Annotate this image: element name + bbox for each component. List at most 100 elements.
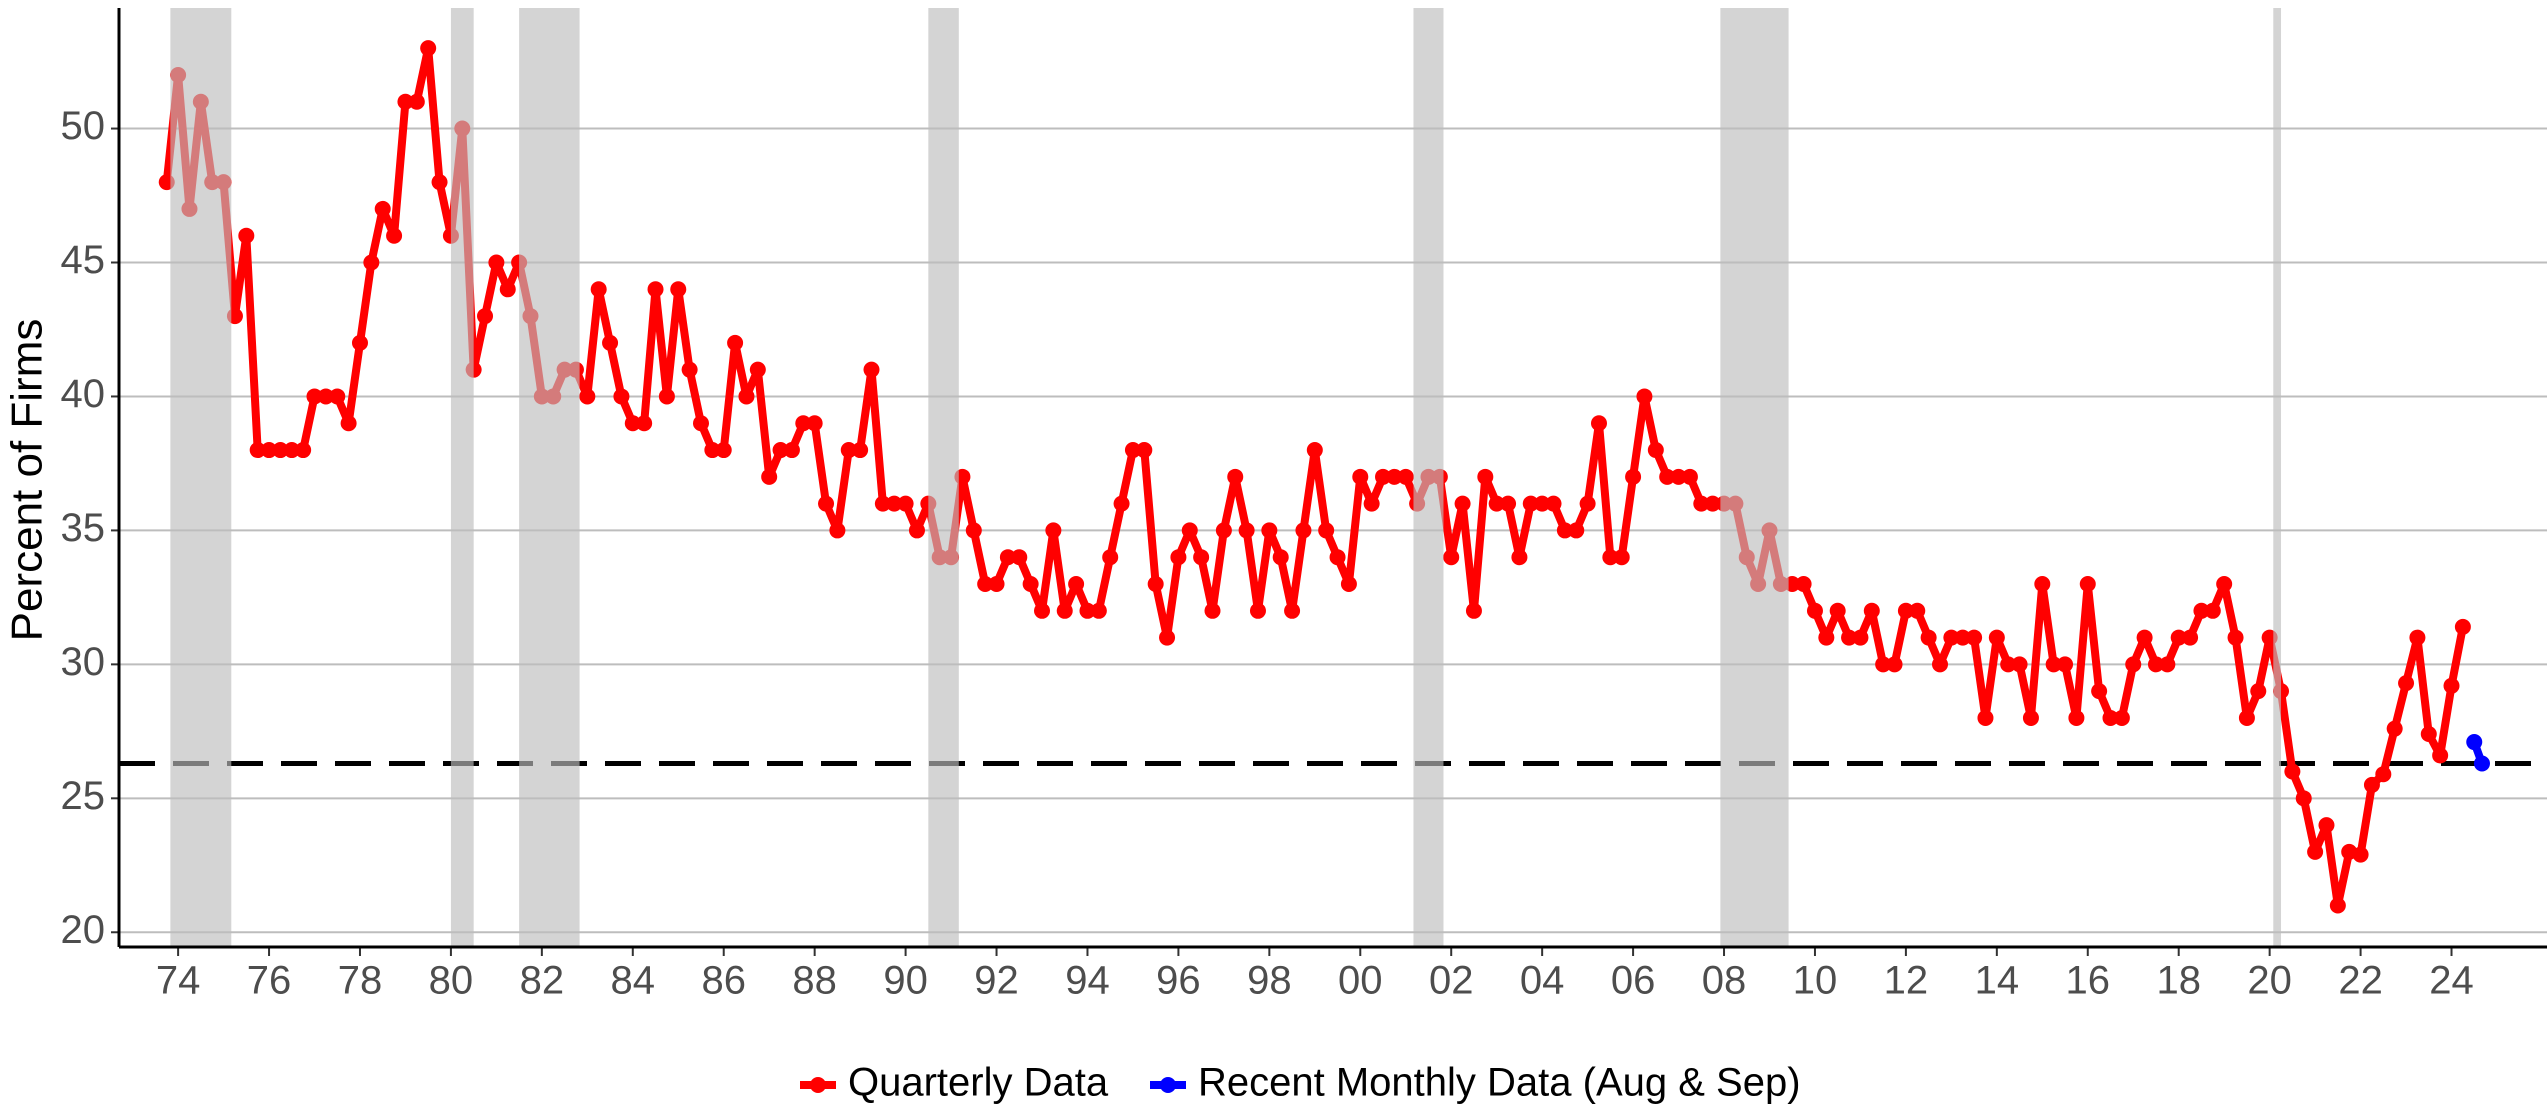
data-point — [1568, 522, 1585, 539]
data-point — [681, 361, 698, 378]
data-point — [1636, 388, 1653, 405]
data-point — [2182, 629, 2199, 646]
data-point — [340, 415, 357, 432]
data-point — [420, 40, 437, 57]
data-point — [829, 522, 846, 539]
data-point — [1886, 656, 1903, 673]
data-point — [2000, 656, 2017, 673]
data-point — [715, 442, 732, 459]
data-point — [1659, 468, 1676, 485]
data-point — [1522, 495, 1539, 512]
data-point — [965, 522, 982, 539]
x-tick-label: 10 — [1793, 959, 1838, 1003]
data-point — [1306, 442, 1323, 459]
data-point — [1602, 549, 1619, 566]
legend-label: Recent Monthly Data (Aug & Sep) — [1198, 1061, 1801, 1105]
x-tick-label: 22 — [2338, 959, 2383, 1003]
data-point — [238, 227, 255, 244]
x-tick-label: 90 — [883, 959, 928, 1003]
data-point — [1318, 522, 1335, 539]
data-point — [602, 334, 619, 351]
data-point — [1488, 495, 1505, 512]
data-point — [1966, 629, 1983, 646]
data-point — [1465, 602, 1482, 619]
data-point — [2409, 629, 2426, 646]
data-point — [2102, 709, 2119, 726]
data-point — [1329, 549, 1346, 566]
data-point — [2022, 709, 2039, 726]
recession-band — [1413, 8, 1444, 947]
data-point — [386, 227, 403, 244]
data-point — [1181, 522, 1198, 539]
data-point — [1397, 468, 1414, 485]
data-point — [1534, 495, 1551, 512]
data-point — [488, 254, 505, 271]
y-tick-label: 30 — [61, 640, 106, 684]
y-tick-label: 40 — [61, 372, 106, 416]
data-point — [2079, 575, 2096, 592]
data-point — [2432, 747, 2449, 764]
data-point — [636, 415, 653, 432]
data-point — [1681, 468, 1698, 485]
data-point — [2466, 734, 2483, 751]
data-point — [272, 442, 289, 459]
recession-band — [928, 8, 959, 947]
recession-band — [450, 8, 474, 947]
data-point — [1954, 629, 1971, 646]
data-point — [2193, 602, 2210, 619]
y-tick-label: 35 — [61, 506, 106, 550]
data-point — [2386, 720, 2403, 737]
data-point — [658, 388, 675, 405]
series-line — [162, 44, 2467, 910]
data-point — [1090, 602, 1107, 619]
data-point — [2147, 656, 2164, 673]
data-point — [1852, 629, 1869, 646]
data-point — [1988, 629, 2005, 646]
data-point — [2204, 602, 2221, 619]
x-tick-label: 80 — [429, 959, 474, 1003]
data-point — [1556, 522, 1573, 539]
data-point — [1579, 495, 1596, 512]
data-point — [2443, 677, 2460, 694]
data-point — [1113, 495, 1130, 512]
data-point — [2034, 575, 2051, 592]
data-point — [1932, 656, 1948, 673]
data-point — [795, 415, 812, 432]
data-point — [1386, 468, 1403, 485]
x-tick-label: 84 — [611, 959, 656, 1003]
x-tick-label: 86 — [701, 959, 746, 1003]
data-point — [1136, 442, 1153, 459]
recession-band — [519, 8, 580, 947]
data-point — [2284, 763, 2301, 780]
x-tick-label: 20 — [2247, 959, 2292, 1003]
y-axis-label: Percent of Firms — [3, 319, 52, 642]
data-point — [1613, 549, 1630, 566]
x-tick-label: 74 — [156, 959, 201, 1003]
data-point — [1340, 575, 1357, 592]
x-tick-label: 04 — [1520, 959, 1565, 1003]
data-point — [374, 200, 391, 217]
data-point — [670, 281, 687, 298]
data-point — [1068, 575, 1085, 592]
data-point — [2159, 656, 2176, 673]
data-point — [1920, 629, 1937, 646]
data-point — [2420, 726, 2437, 743]
data-point — [1011, 549, 1028, 566]
data-point — [351, 334, 368, 351]
data-point — [499, 281, 516, 298]
data-point — [1193, 549, 1210, 566]
data-point — [2329, 897, 2346, 914]
data-point — [783, 442, 800, 459]
data-point — [2091, 683, 2108, 700]
x-tick-label: 14 — [1975, 959, 2020, 1003]
x-tick-label: 94 — [1065, 959, 1110, 1003]
x-tick-label: 06 — [1611, 959, 1656, 1003]
data-point — [2125, 656, 2142, 673]
data-point — [2375, 766, 2392, 783]
data-point — [1443, 549, 1460, 566]
recession-band — [2273, 8, 2282, 947]
data-point — [1704, 495, 1721, 512]
data-point — [1284, 602, 1301, 619]
data-point — [1124, 442, 1141, 459]
